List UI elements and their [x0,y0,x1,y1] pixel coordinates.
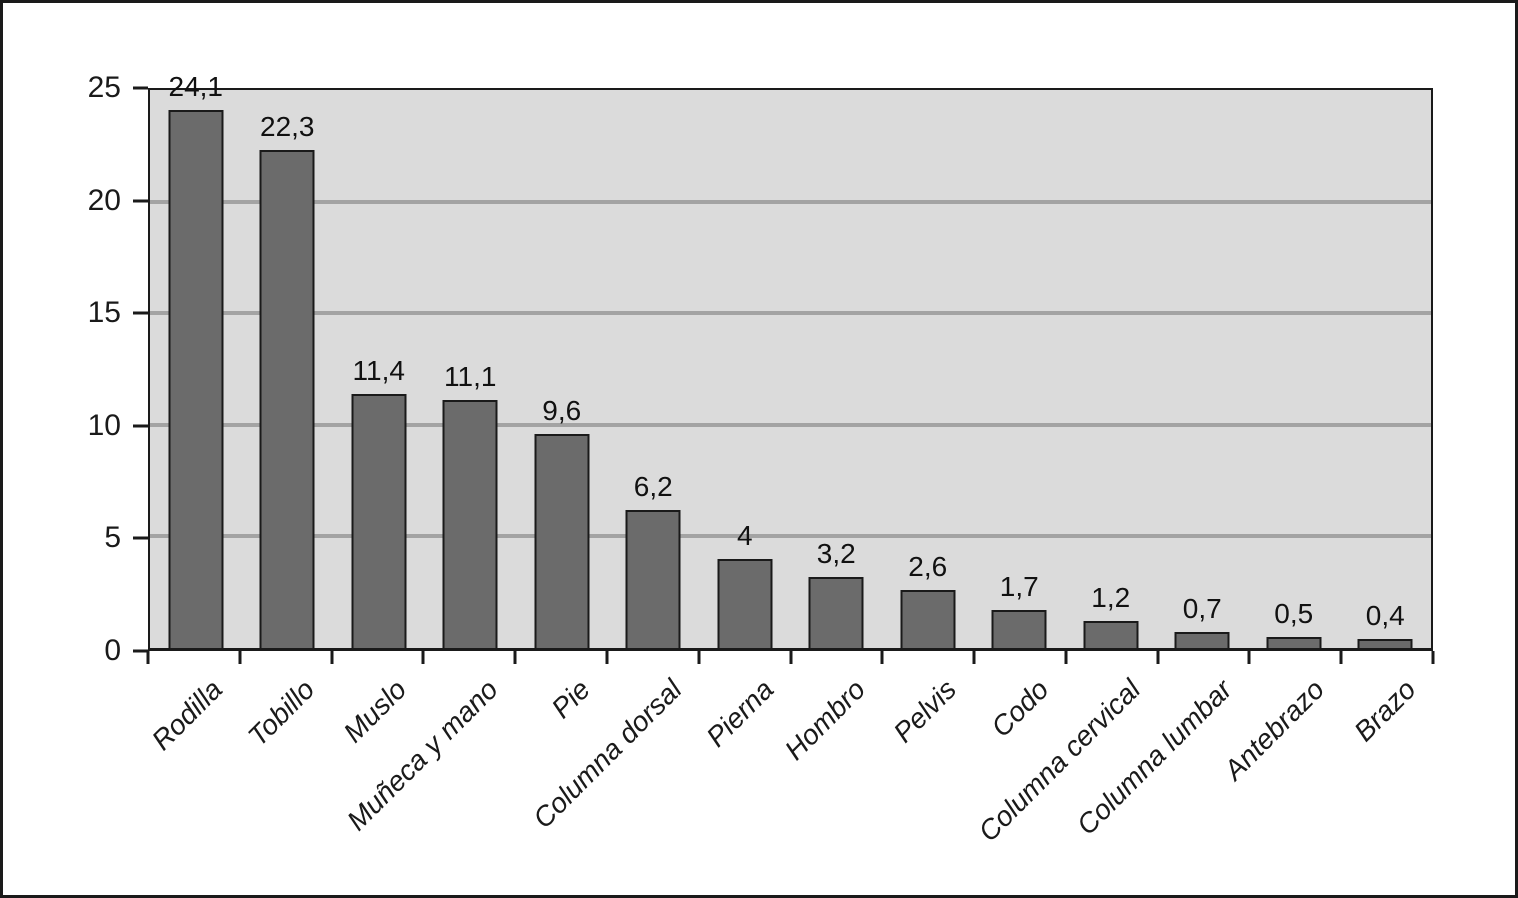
y-tick [133,199,148,203]
bar-slot: 6,2 [608,90,700,648]
bar-slot: 4 [699,90,791,648]
bar-value-label: 11,1 [444,361,497,393]
x-tick [1431,651,1435,664]
x-tick [146,651,150,664]
bar-slot: 3,2 [791,90,883,648]
x-category-label: Columna cervical [972,673,1147,848]
bar [1174,632,1230,648]
bar-slot: 11,1 [425,90,517,648]
x-tick [605,651,609,664]
y-tick-label: 20 [87,183,121,217]
bar-slot: 0,7 [1157,90,1249,648]
bar [1266,636,1322,648]
bar-value-label: 3,2 [816,537,856,569]
bar-value-label: 0,5 [1274,597,1314,629]
bar-slot: 24,1 [150,73,242,648]
bar [351,393,407,648]
bar-slot: 22,3 [242,90,334,648]
x-tick [789,651,792,664]
bar [717,558,773,648]
plot-area: 24,1 22,3 11,4 11,1 9,6 6,2 4 3,2 2,6 1,7 1,2 0,7 0,… [148,73,1433,651]
gridline [150,422,1431,427]
x-category-label: Brazo [1347,673,1422,748]
bar-value-label: 22,3 [260,111,315,143]
y-tick [133,311,148,315]
x-tick [1156,651,1160,664]
bar-slot: 1,7 [974,90,1066,648]
x-category-label: Pie [545,673,596,725]
x-tick [1247,651,1251,664]
y-axis: 0 5 10 15 20 25 [3,73,148,666]
x-axis: Rodilla Tobillo Muslo Muñeca y mano Pie Colum… [145,651,1435,895]
x-tick [330,651,334,664]
bar-value-label: 1,2 [1091,582,1131,614]
x-tick [421,651,425,664]
y-tick [133,536,148,540]
y-tick-label: 15 [87,296,121,330]
bar-slot: 0,4 [1339,90,1431,648]
y-tick-label: 25 [87,71,121,104]
bar-value-label: 2,6 [908,550,948,582]
x-category-label: Pelvis [887,673,963,749]
x-category-label: Tobillo [241,673,321,753]
x-tick [1339,651,1343,664]
bar-value-label: 0,4 [1365,600,1405,632]
bar [442,400,498,648]
bar-value-label: 6,2 [633,470,673,502]
bar-slot: 11,4 [333,90,425,648]
bar-value-label: 1,7 [999,571,1039,603]
y-tick-label: 10 [87,408,121,442]
y-tick [133,424,148,428]
bar [625,509,681,648]
bar [900,589,956,648]
bar-slot: 9,6 [516,90,608,648]
x-category-label: Codo [985,673,1055,743]
x-category-label: Muslo [337,673,412,749]
x-tick [513,651,517,664]
gridline [150,534,1431,539]
bar [534,433,590,648]
bar-value-label: 4 [736,519,753,551]
bar-slot: 0,5 [1248,90,1340,648]
bar-value-label: 9,6 [542,394,582,426]
bar-slot: 2,6 [882,90,974,648]
y-tick-label: 0 [104,634,121,667]
gridline [150,199,1431,204]
bar [808,576,864,648]
x-tick [238,651,242,664]
y-tick-label: 5 [104,521,121,555]
bar [259,150,315,648]
bar-value-label: 0,7 [1182,593,1222,625]
x-tick [972,651,976,664]
bar [991,610,1047,648]
x-category-label: Hombro [778,673,871,766]
x-category-label: Antebrazo [1217,673,1330,786]
bar-value-label: 24,1 [168,71,224,103]
x-category-label: Pierna [699,673,780,753]
gridline [150,311,1431,316]
x-tick [1064,651,1068,664]
bar-value-label: 11,4 [352,354,405,386]
bar [1083,621,1139,648]
x-tick [697,651,701,664]
x-category-label: Rodilla [145,673,229,757]
bar-slot: 1,2 [1065,90,1157,648]
bar [168,110,224,648]
bar [1357,639,1413,648]
x-tick [880,651,884,664]
y-tick [133,86,148,90]
y-tick [133,649,148,653]
